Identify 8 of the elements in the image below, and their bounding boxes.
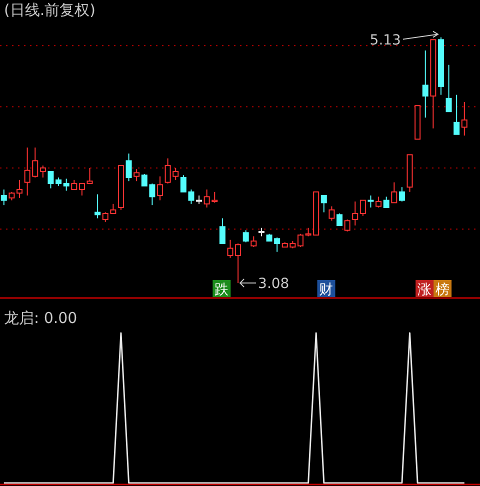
annotation: 5.13 xyxy=(370,32,401,48)
label-box: 跌 xyxy=(212,280,231,298)
chart-title: (日线.前复权) xyxy=(4,1,96,19)
label-box: 榜 xyxy=(434,280,452,298)
label-box: 涨 xyxy=(416,280,434,298)
chart-title: 龙启: 0.00 xyxy=(4,309,78,327)
label-box: 财 xyxy=(317,280,336,298)
annotation: 3.08 xyxy=(258,276,290,292)
